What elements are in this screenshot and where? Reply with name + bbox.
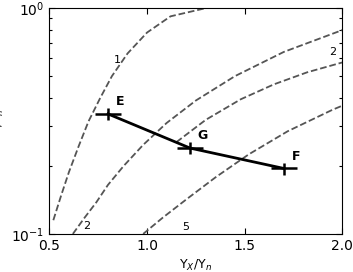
Text: 2: 2 <box>84 221 91 231</box>
X-axis label: Y$_{X}$/Y$_{n}$: Y$_{X}$/Y$_{n}$ <box>179 258 213 272</box>
Text: 5: 5 <box>182 222 189 232</box>
Text: 1: 1 <box>114 55 121 65</box>
Y-axis label: k/k$_{n}$: k/k$_{n}$ <box>0 108 6 134</box>
Text: F: F <box>292 150 300 163</box>
Text: G: G <box>198 129 208 142</box>
Text: 2: 2 <box>329 47 336 57</box>
Text: E: E <box>116 95 124 108</box>
